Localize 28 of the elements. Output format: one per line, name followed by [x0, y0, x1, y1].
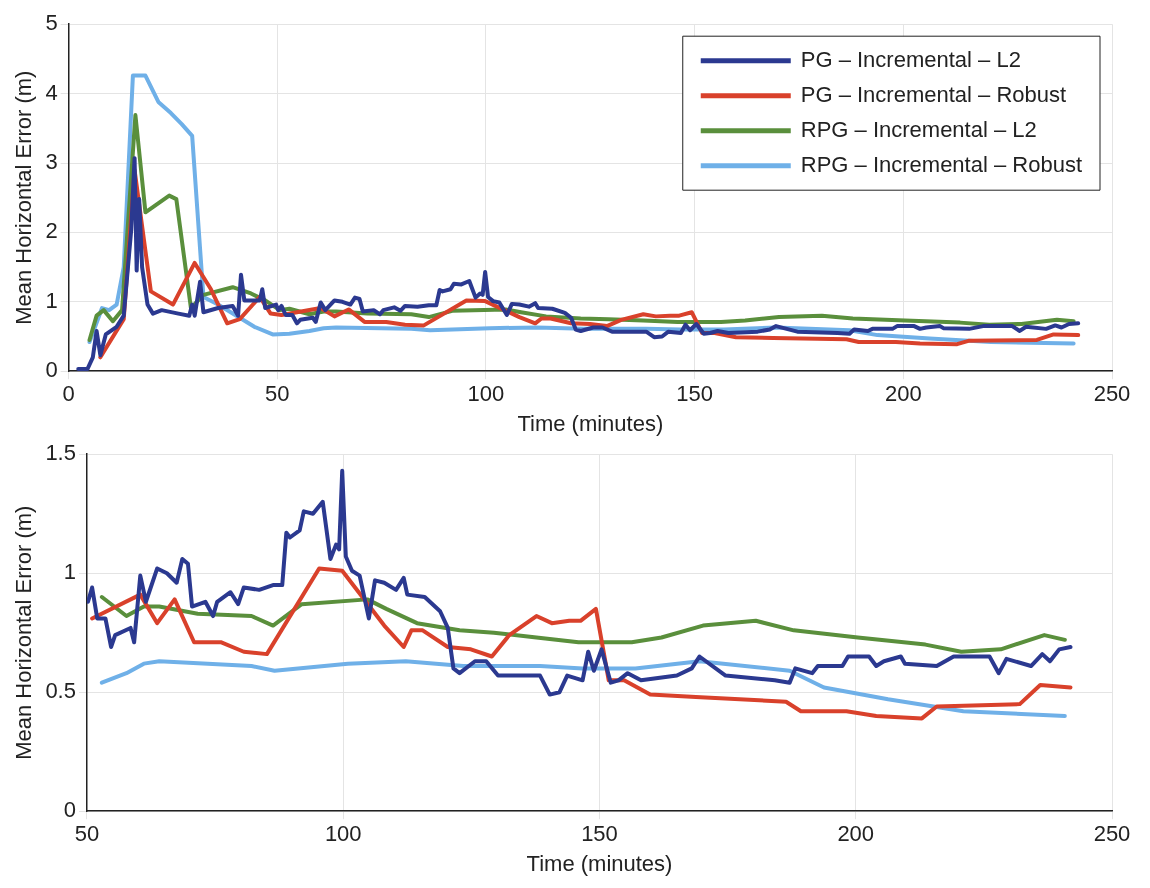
x-axis-title: Time (minutes)	[526, 850, 673, 876]
x-tick-label: 50	[265, 381, 290, 407]
y-tick-label: 2	[45, 218, 58, 244]
x-tick-label: 100	[324, 821, 362, 847]
y-axis-title: Mean Horizontal Error (m)	[11, 505, 37, 760]
legend-label: RPG – Incremental – Robust	[800, 151, 1083, 177]
x-tick-label: 100	[467, 381, 505, 407]
y-tick-label: 4	[45, 79, 58, 105]
y-tick-label: 5	[45, 10, 58, 36]
x-axis-title: Time (minutes)	[517, 410, 664, 436]
x-tick-label: 200	[837, 821, 875, 847]
x-tick-label: 50	[74, 821, 100, 847]
y-tick-label: 0.5	[45, 678, 76, 704]
x-tick-label: 250	[1093, 821, 1131, 847]
y-tick-label: 1	[45, 287, 58, 313]
legend-label: PG – Incremental – Robust	[800, 81, 1067, 107]
legend-label: PG – Incremental – L2	[800, 46, 1021, 72]
y-tick-label: 1.5	[45, 440, 76, 466]
y-tick-label: 3	[45, 149, 58, 175]
x-tick-label: 200	[884, 381, 922, 407]
y-axis-title: Mean Horizontal Error (m)	[11, 70, 37, 325]
y-tick-label: 0	[45, 357, 58, 383]
x-tick-label: 250	[1093, 381, 1131, 407]
x-tick-label: 150	[581, 821, 618, 847]
y-tick-label: 1	[63, 559, 76, 585]
y-tick-label: 0	[63, 797, 76, 823]
x-tick-label: 150	[676, 381, 714, 407]
legend-label: RPG – Incremental – L2	[800, 116, 1037, 142]
